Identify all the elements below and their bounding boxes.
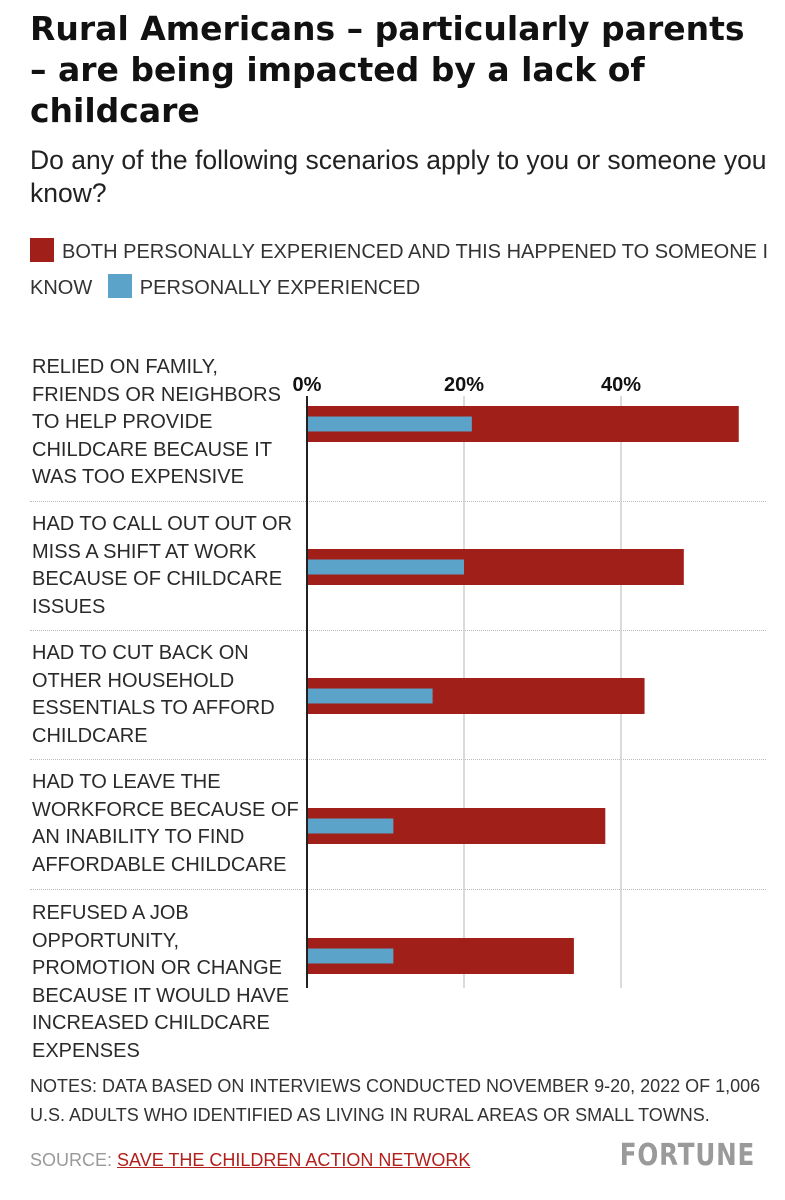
notes: NOTES: DATA BASED ON INTERVIEWS CONDUCTE…	[30, 1076, 761, 1125]
legend-swatch-personal	[107, 274, 132, 298]
source: SOURCE: SAVE THE CHILDREN ACTION NETWORK	[30, 1148, 470, 1172]
source-prefix: SOURCE:	[30, 1150, 118, 1170]
chart-title: Rural Americans – particularly parents –…	[30, 9, 745, 130]
legend: BOTH PERSONALLY EXPERIENCED AND THIS HAP…	[30, 234, 770, 306]
category-label-4: REFUSED A JOB OPPORTUNITY, PROMOTION OR …	[32, 902, 290, 1062]
x-tick-label: 0%	[293, 374, 322, 396]
bar-personal-0	[307, 416, 472, 432]
legend-swatch-both	[30, 238, 54, 262]
row-separator	[30, 630, 766, 631]
category-label-2: HAD TO CUT BACK ON OTHER HOUSEHOLD ESSEN…	[32, 642, 275, 747]
row-separator	[30, 759, 766, 760]
category-label-1: HAD TO CALL OUT OUT OR MISS A SHIFT AT W…	[32, 513, 293, 618]
row-separator	[30, 501, 766, 502]
legend-item-both: BOTH PERSONALLY EXPERIENCED AND THIS HAP…	[30, 238, 769, 299]
source-link[interactable]: SAVE THE CHILDREN ACTION NETWORK	[117, 1150, 471, 1170]
category-label-3: HAD TO LEAVE THE WORKFORCE BECAUSE OF AN…	[32, 771, 299, 876]
row-separator	[30, 889, 766, 890]
bar-personal-1	[307, 559, 464, 575]
legend-label-personal: PERSONALLY EXPERIENCED	[139, 277, 421, 299]
bar-personal-3	[307, 818, 394, 834]
chart-plot: 0% 20% 40%	[293, 374, 739, 988]
chart-subtitle: Do any of the following scenarios apply …	[30, 145, 767, 208]
x-tick-label: 40%	[601, 374, 641, 396]
category-label-0: RELIED ON FAMILY, FRIENDS OR NEIGHBORS T…	[32, 356, 281, 488]
legend-label-both: BOTH PERSONALLY EXPERIENCED AND THIS HAP…	[30, 241, 769, 299]
x-tick-label: 20%	[444, 374, 484, 396]
fortune-logo: FORTUNE	[619, 1138, 755, 1173]
legend-item-personal: PERSONALLY EXPERIENCED	[107, 274, 421, 299]
bar-personal-2	[307, 688, 433, 704]
bar-personal-4	[307, 948, 394, 964]
